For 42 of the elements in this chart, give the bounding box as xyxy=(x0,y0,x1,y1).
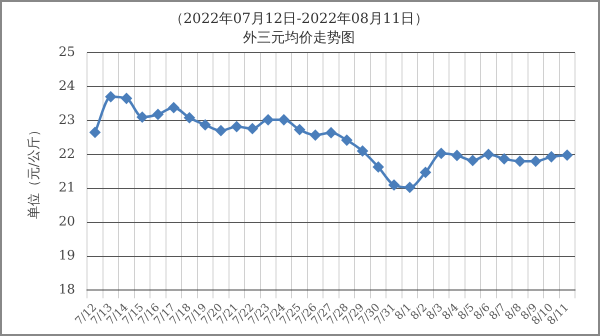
point xyxy=(388,180,400,190)
point xyxy=(530,156,541,166)
chart-title: （2022年07月12日-2022年08月11日） xyxy=(169,11,429,28)
point xyxy=(90,127,100,138)
point xyxy=(562,150,572,160)
y-tick-label: 22 xyxy=(58,146,76,162)
y-tick-label: 24 xyxy=(58,78,76,94)
point xyxy=(420,167,431,178)
chart-subtitle: 外三元均价走势图 xyxy=(243,30,355,46)
point xyxy=(200,120,210,130)
point xyxy=(357,146,368,156)
y-tick-label: 18 xyxy=(58,282,76,298)
point xyxy=(262,114,274,126)
point xyxy=(514,156,526,166)
point xyxy=(483,149,494,160)
y-axis-title: 单位（元/公斤） xyxy=(27,124,42,220)
point xyxy=(498,154,510,164)
y-tick-label: 20 xyxy=(58,214,76,230)
point xyxy=(121,93,132,104)
point xyxy=(184,112,195,124)
point xyxy=(294,124,305,135)
point xyxy=(136,112,148,122)
point xyxy=(326,127,336,138)
y-tick-label: 25 xyxy=(58,44,76,60)
point xyxy=(168,102,179,113)
point xyxy=(546,152,557,162)
point xyxy=(404,182,416,193)
point xyxy=(467,155,478,166)
point xyxy=(452,150,462,161)
y-tick-label: 19 xyxy=(58,248,76,264)
point xyxy=(152,109,164,120)
point xyxy=(310,130,321,140)
point xyxy=(342,134,352,146)
point xyxy=(247,123,258,134)
point xyxy=(436,148,446,159)
point xyxy=(216,125,226,136)
point xyxy=(373,162,384,172)
point xyxy=(231,121,242,132)
y-tick-label: 21 xyxy=(58,180,76,196)
y-tick-label: 23 xyxy=(58,112,76,128)
point xyxy=(278,114,290,126)
point xyxy=(106,91,116,102)
